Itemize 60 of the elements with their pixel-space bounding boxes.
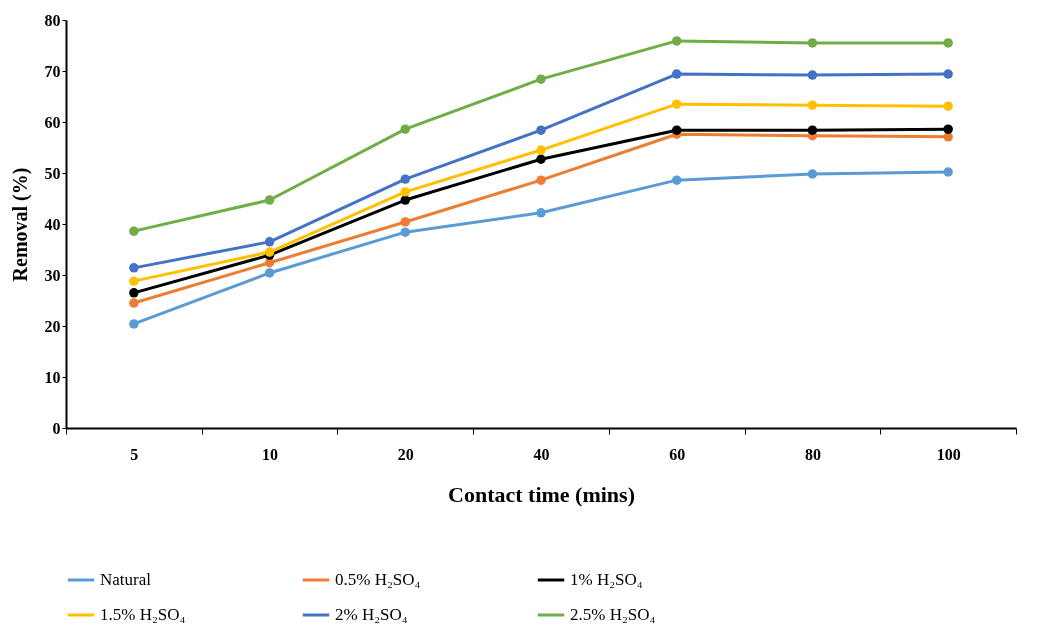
point <box>807 38 818 48</box>
point <box>400 195 411 205</box>
point <box>807 70 818 80</box>
y-tick-label: 80 <box>44 11 61 29</box>
point <box>671 36 682 46</box>
point <box>807 125 818 135</box>
point <box>129 298 139 308</box>
point <box>536 208 546 218</box>
point <box>943 38 953 48</box>
legend-label: Natural <box>100 570 152 589</box>
point <box>400 187 411 197</box>
point <box>943 101 953 111</box>
point <box>129 319 139 329</box>
x-axis-title: Contact time (mins) <box>448 481 635 507</box>
x-tick-label: 60 <box>669 445 686 463</box>
point <box>807 169 818 179</box>
point <box>943 69 953 79</box>
x-tick-label: 10 <box>262 445 279 463</box>
x-tick-label: 40 <box>533 445 550 463</box>
point <box>943 124 953 134</box>
legend-label: 0.5% H₂SO₄ <box>335 570 421 589</box>
point <box>536 145 546 155</box>
point <box>943 167 953 177</box>
point <box>671 99 682 109</box>
point <box>536 74 546 84</box>
x-tick-label: 80 <box>804 445 821 463</box>
point <box>264 268 275 278</box>
point <box>129 288 139 298</box>
point <box>807 100 818 110</box>
x-tick-label: 20 <box>397 445 414 463</box>
point <box>264 237 275 247</box>
point <box>671 125 682 135</box>
legend-label: 2.5% H₂SO₄ <box>570 605 656 624</box>
x-tick-label: 100 <box>936 445 961 463</box>
point <box>129 276 139 286</box>
point <box>671 69 682 79</box>
point <box>264 195 275 205</box>
y-tick-label: 30 <box>44 266 61 284</box>
point <box>129 263 139 273</box>
y-tick-label: 70 <box>44 62 61 80</box>
legend-label: 1% H₂SO₄ <box>570 570 643 589</box>
point <box>536 154 546 164</box>
y-tick-label: 40 <box>44 215 61 233</box>
point <box>400 174 411 184</box>
point <box>400 124 411 134</box>
y-tick-label: 20 <box>44 317 61 335</box>
y-tick-label: 60 <box>44 113 61 131</box>
point <box>400 227 411 237</box>
point <box>671 175 682 185</box>
point <box>129 226 139 236</box>
y-tick-label: 50 <box>44 164 61 182</box>
point <box>536 175 546 185</box>
legend-label: 1.5% H₂SO₄ <box>100 605 186 624</box>
x-tick-label: 5 <box>130 445 139 463</box>
point <box>400 217 411 227</box>
y-tick-label: 10 <box>44 368 61 386</box>
y-axis-title: Removal (%) <box>8 167 32 282</box>
y-tick-label: 0 <box>52 419 61 437</box>
point <box>536 125 546 135</box>
legend-label: 2% H₂SO₄ <box>335 605 408 624</box>
